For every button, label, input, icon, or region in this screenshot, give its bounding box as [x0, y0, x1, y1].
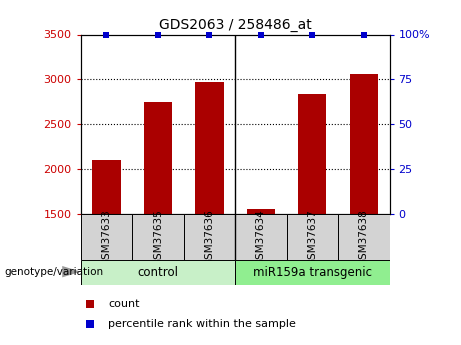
- Bar: [235, 260, 390, 285]
- Bar: [349, 74, 378, 214]
- Bar: [287, 214, 338, 260]
- Bar: [247, 208, 275, 214]
- Text: count: count: [108, 299, 140, 308]
- Bar: [144, 102, 172, 214]
- Text: GSM37638: GSM37638: [359, 209, 369, 266]
- Bar: [92, 160, 121, 214]
- Bar: [338, 214, 390, 260]
- Text: GSM37636: GSM37636: [204, 209, 214, 266]
- Text: GSM37633: GSM37633: [101, 209, 112, 266]
- Bar: [183, 214, 235, 260]
- Bar: [81, 214, 132, 260]
- Polygon shape: [62, 266, 81, 277]
- Bar: [298, 94, 326, 214]
- Text: genotype/variation: genotype/variation: [5, 267, 104, 277]
- Title: GDS2063 / 258486_at: GDS2063 / 258486_at: [159, 18, 312, 32]
- Bar: [235, 214, 287, 260]
- Text: miR159a transgenic: miR159a transgenic: [253, 266, 372, 279]
- Text: control: control: [137, 266, 178, 279]
- Text: GSM37634: GSM37634: [256, 209, 266, 266]
- Text: GSM37635: GSM37635: [153, 209, 163, 266]
- Text: percentile rank within the sample: percentile rank within the sample: [108, 319, 296, 329]
- Bar: [132, 214, 183, 260]
- Text: GSM37637: GSM37637: [307, 209, 317, 266]
- Bar: [195, 81, 224, 214]
- Bar: [81, 260, 235, 285]
